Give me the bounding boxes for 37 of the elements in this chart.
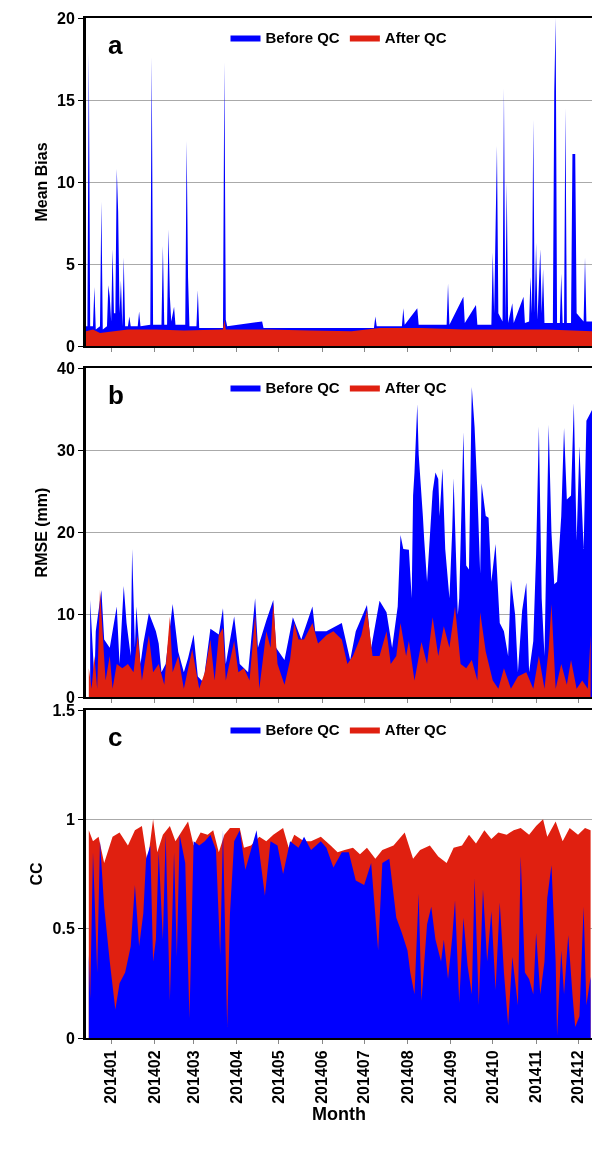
- x-tick-label: 201403: [184, 1050, 202, 1104]
- x-tick-label: 201409: [442, 1050, 460, 1104]
- y-tick-label: 10: [57, 173, 75, 191]
- annotation: a: [108, 30, 123, 60]
- y-tick-label: 15: [57, 91, 75, 109]
- x-tick-label: 201411: [527, 1050, 545, 1103]
- y-axis-title: Mean Bias: [32, 142, 50, 222]
- legend-label: Before QC: [265, 721, 340, 739]
- y-tick-label: 0.5: [52, 920, 75, 938]
- x-tick-label: 201404: [228, 1050, 246, 1104]
- x-tick-label: 201406: [313, 1050, 331, 1104]
- x-tick-label: 201407: [355, 1050, 373, 1104]
- x-tick-label: 201401: [102, 1050, 120, 1104]
- annotation: b: [108, 380, 124, 410]
- y-tick-label: 10: [57, 606, 75, 624]
- x-tick-label: 201402: [145, 1050, 163, 1104]
- y-tick-label: 20: [57, 524, 75, 542]
- y-tick-label: 0: [65, 1029, 75, 1047]
- x-tick-label: 201408: [398, 1050, 416, 1104]
- y-tick-label: 40: [57, 359, 75, 377]
- y-tick-label: 5: [65, 255, 75, 273]
- x-axis-title: Month: [312, 1103, 366, 1124]
- legend-label: After QC: [384, 379, 447, 397]
- legend-label: After QC: [384, 721, 447, 739]
- y-axis-title: RMSE (mm): [32, 487, 50, 578]
- x-tick-label: 201405: [270, 1050, 288, 1104]
- x-tick-label: 201410: [483, 1050, 501, 1104]
- y-tick-label: 20: [57, 9, 75, 27]
- legend-label: Before QC: [265, 379, 340, 397]
- y-tick-label: 1: [65, 810, 75, 828]
- x-tick-label: 201412: [569, 1050, 587, 1104]
- legend-label: Before QC: [265, 29, 340, 47]
- legend-label: After QC: [384, 29, 447, 47]
- y-axis-title: CC: [28, 862, 46, 886]
- y-tick-label: 30: [57, 441, 75, 459]
- annotation: c: [108, 722, 123, 752]
- y-tick-label: 0: [65, 337, 75, 355]
